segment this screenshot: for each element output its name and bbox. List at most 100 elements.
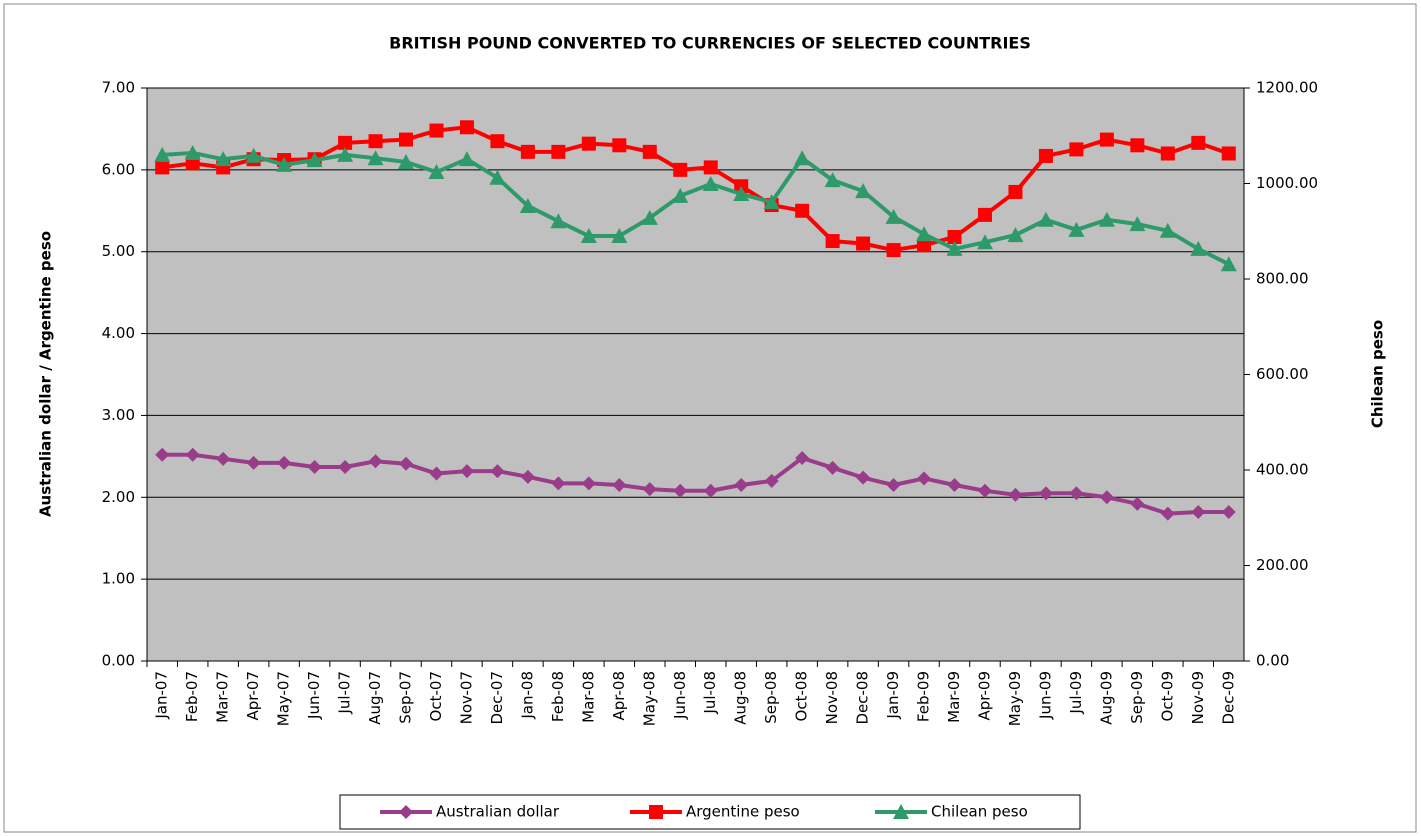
x-tick-label: Aug-08 [732,671,750,725]
x-tick-label: Sep-09 [1128,671,1146,724]
marker [1130,138,1145,153]
marker [459,464,474,479]
marker [245,147,262,163]
marker [1191,135,1206,150]
marker [215,151,232,167]
x-tick-label: Jun-07 [305,671,323,720]
marker [611,228,628,244]
x-tick-label: Jul-09 [1067,671,1085,715]
marker [976,234,993,250]
marker [216,451,231,466]
marker [338,135,353,150]
legend-label: Australian dollar [436,803,560,821]
marker [490,134,505,149]
marker [642,482,657,497]
y-tick-label: 7.00 [102,79,135,97]
marker [398,154,415,170]
marker [885,208,902,224]
marker [580,228,597,244]
marker [734,478,749,493]
marker [641,209,658,225]
x-tick-label: Nov-07 [457,671,475,724]
marker [155,447,170,462]
marker [306,152,323,168]
y2-tick-label: 600.00 [1256,365,1309,383]
marker [551,144,566,159]
marker [368,134,383,149]
x-tick-label: Aug-09 [1097,671,1115,725]
x-tick-label: May-08 [640,671,658,726]
marker [733,186,750,202]
marker [1038,148,1053,163]
marker [428,164,445,180]
x-tick-label: Mar-08 [579,671,597,723]
legend [339,794,1081,830]
marker [1221,146,1236,161]
plot-area [146,87,1245,662]
marker [1220,256,1237,272]
marker [825,234,840,249]
x-tick-label: Apr-08 [610,671,628,721]
marker [185,447,200,462]
marker [520,469,535,484]
chart-title: BRITISH POUND CONVERTED TO CURRENCIES OF… [389,34,1031,53]
y2-axis-label: Chilean peso [1369,320,1387,428]
marker [399,456,414,471]
marker [184,144,201,160]
x-tick-label: Aug-07 [366,671,384,725]
marker [489,169,506,185]
x-tick-label: Oct-09 [1158,671,1176,721]
marker [795,450,810,465]
x-tick-label: Jul-08 [701,671,719,715]
marker [1008,487,1023,502]
y2-tick-label: 1200.00 [1256,79,1318,97]
marker [1007,227,1024,243]
marker [368,454,383,469]
marker [1069,142,1084,157]
marker [672,187,689,203]
y-tick-label: 1.00 [102,570,135,588]
marker [1099,132,1114,147]
marker [612,138,627,153]
marker [246,455,261,470]
marker [429,466,444,481]
y-tick-label: 5.00 [102,242,135,260]
y-tick-label: 0.00 [102,652,135,670]
marker [490,464,505,479]
marker [1160,146,1175,161]
marker [1129,216,1146,232]
marker [947,478,962,493]
marker [399,132,414,147]
x-tick-label: Sep-08 [762,671,780,724]
marker [337,146,354,162]
marker [1190,240,1207,256]
x-tick-label: Oct-08 [793,671,811,721]
marker [1098,211,1115,227]
x-tick-label: Dec-09 [1219,671,1237,725]
x-tick-label: Feb-07 [183,671,201,722]
y2-tick-label: 1000.00 [1256,174,1318,192]
x-tick-label: Jan-09 [884,671,902,720]
marker [703,483,718,498]
marker [795,203,810,218]
y2-tick-label: 200.00 [1256,556,1309,574]
marker [886,478,901,493]
marker [855,183,872,199]
marker [276,156,293,172]
marker [155,160,170,175]
marker [1099,490,1114,505]
y2-tick-label: 400.00 [1256,461,1309,479]
legend-marker [399,805,413,819]
marker [1038,486,1053,501]
marker [824,172,841,188]
marker [520,144,535,159]
x-tick-label: Dec-07 [488,671,506,725]
marker [794,150,811,166]
marker [702,175,719,191]
x-tick-label: Jan-08 [518,671,536,720]
marker [429,123,444,138]
marker [581,136,596,151]
marker [277,455,292,470]
marker [917,471,932,486]
